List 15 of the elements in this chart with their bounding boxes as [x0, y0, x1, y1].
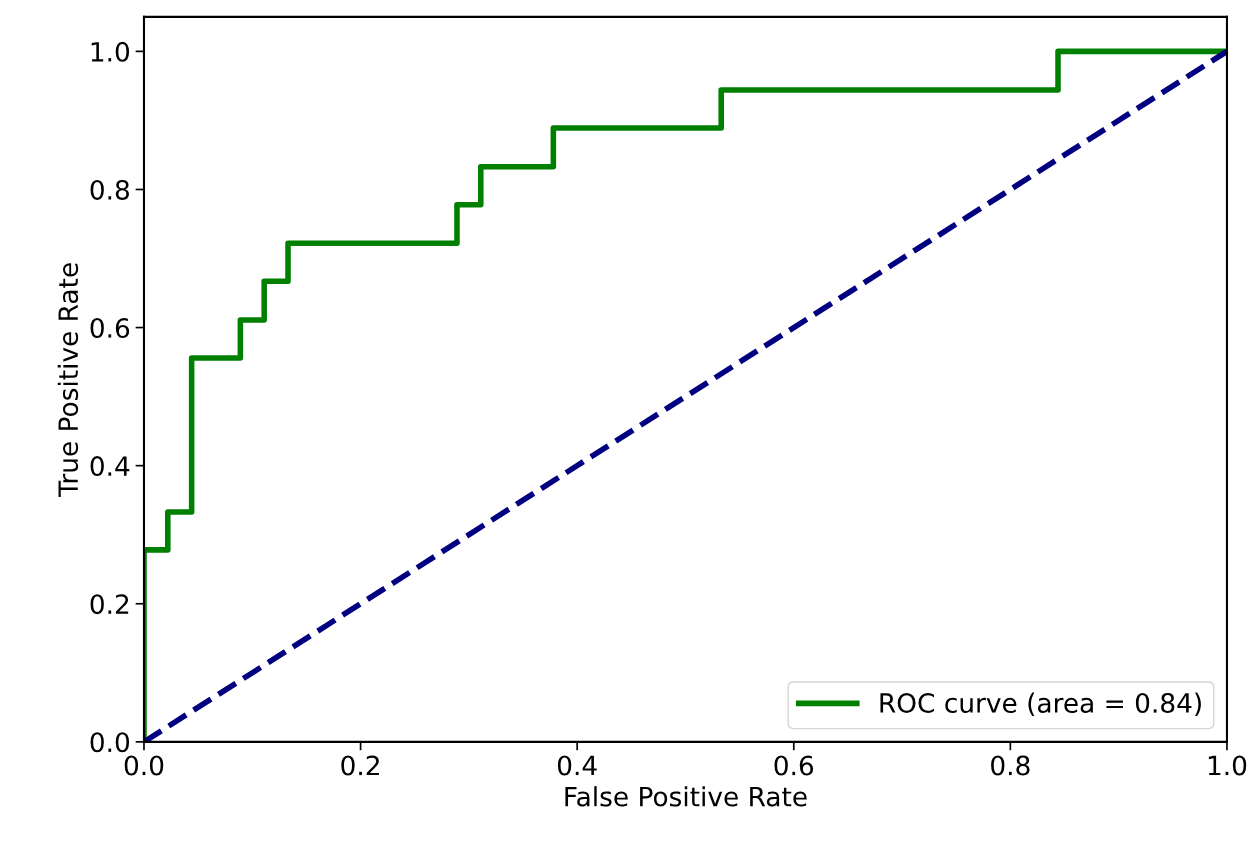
- y-tick-label: 0.0: [90, 732, 130, 753]
- x-tick-label: 0.6: [774, 755, 814, 776]
- y-tick-label: 1.0: [91, 41, 130, 62]
- y-tick-label: 0.2: [90, 594, 129, 615]
- legend-label: ROC curve (area = 0.84): [880, 692, 1201, 717]
- y-tick-label: 0.4: [90, 456, 130, 477]
- x-tick-label: 0.2: [341, 755, 379, 776]
- x-axis-title: False Positive Rate: [565, 786, 807, 807]
- x-tick-label: 0.8: [991, 755, 1030, 776]
- y-tick-label: 0.8: [90, 179, 129, 200]
- y-axis-title: True Positive Rate: [57, 263, 79, 497]
- x-tick-label: 0.4: [557, 755, 597, 776]
- x-tick-label: 1.0: [1208, 755, 1247, 776]
- x-tick-label: 0.0: [124, 755, 164, 776]
- y-tick-label: 0.6: [90, 318, 130, 338]
